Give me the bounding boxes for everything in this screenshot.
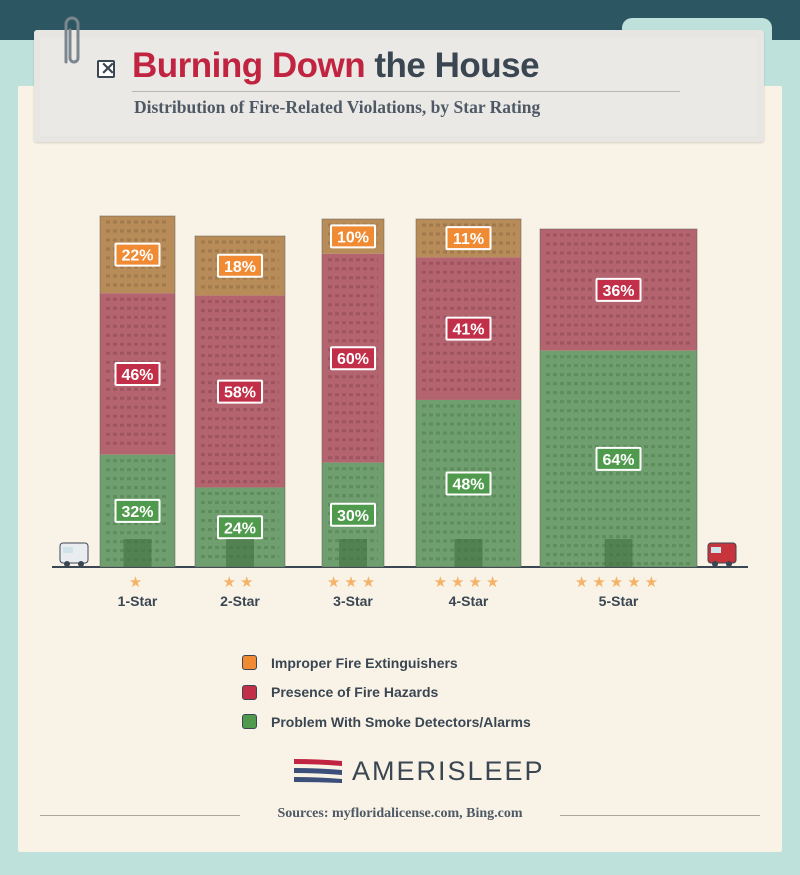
- value-label: 36%: [602, 283, 634, 300]
- category-label: 4-Star: [448, 593, 489, 609]
- ambulance-icon-window: [63, 547, 73, 553]
- value-label: 32%: [121, 504, 153, 521]
- value-box: [330, 346, 376, 371]
- subtitle: Distribution of Fire-Related Violations,…: [134, 97, 541, 117]
- ambulance-icon-wheel: [78, 561, 84, 567]
- building-entrance: [604, 539, 633, 567]
- value-box: [217, 515, 263, 540]
- value-box: [217, 379, 263, 404]
- legend: Improper Fire Extinguishers Presence of …: [242, 648, 531, 737]
- amerisleep-logo-icon: [294, 759, 342, 783]
- checkbox-x-icon: ×: [97, 57, 116, 79]
- value-box: [330, 224, 376, 249]
- legend-swatch-orange: [242, 655, 257, 671]
- value-label: 11%: [453, 231, 484, 248]
- legend-swatch-red: [242, 684, 257, 700]
- fire-truck-icon-wheel: [726, 561, 732, 567]
- building-entrance: [339, 539, 367, 567]
- value-box: [445, 226, 492, 251]
- legend-swatch-green: [242, 714, 257, 730]
- value-box: [595, 277, 642, 302]
- star-rating-icon: ★★★★★: [574, 573, 663, 591]
- title-part1: Burning Down: [132, 46, 366, 85]
- value-box: [595, 446, 642, 471]
- fire-truck-icon-window: [711, 547, 721, 553]
- title-divider: [132, 91, 680, 92]
- legend-item-hazards: Presence of Fire Hazards: [242, 678, 531, 708]
- value-label: 18%: [224, 259, 256, 276]
- building-entrance: [226, 539, 254, 567]
- value-box: [114, 361, 161, 386]
- value-label: 41%: [452, 322, 484, 339]
- sources: Sources: myfloridalicense.com, Bing.com: [277, 806, 523, 821]
- value-label: 48%: [452, 476, 484, 493]
- category-label: 5-Star: [598, 593, 639, 609]
- value-box: [114, 498, 161, 523]
- value-box: [114, 242, 161, 267]
- star-rating-icon: ★: [128, 573, 147, 591]
- value-label: 24%: [224, 520, 256, 537]
- value-label: 58%: [224, 385, 256, 402]
- value-box: [445, 471, 492, 496]
- category-label: 2-Star: [220, 593, 260, 609]
- value-label: 64%: [602, 452, 634, 469]
- value-box: [330, 502, 376, 527]
- page-title: Burning Down the House: [132, 46, 540, 86]
- legend-item-smoke-detectors: Problem With Smoke Detectors/Alarms: [242, 707, 531, 737]
- sources-divider-right: [560, 815, 760, 816]
- value-label: 60%: [337, 351, 369, 368]
- value-label: 10%: [337, 229, 369, 246]
- value-box: [217, 253, 263, 278]
- sources-divider-left: [40, 815, 240, 816]
- legend-label: Presence of Fire Hazards: [271, 684, 439, 701]
- legend-label: Problem With Smoke Detectors/Alarms: [271, 713, 531, 730]
- star-rating-icon: ★★: [222, 573, 258, 591]
- building-entrance: [123, 539, 152, 567]
- value-label: 22%: [121, 248, 153, 265]
- category-label: 1-Star: [117, 593, 158, 609]
- paperclip-icon: [64, 16, 80, 64]
- fire-truck-icon-wheel: [712, 561, 718, 567]
- star-rating-icon: ★★★★: [433, 573, 504, 591]
- legend-item-extinguishers: Improper Fire Extinguishers: [242, 648, 531, 678]
- value-label: 30%: [337, 508, 369, 525]
- building-entrance: [454, 539, 483, 567]
- title-part2: the House: [365, 46, 540, 85]
- category-label: 3-Star: [333, 593, 373, 609]
- ambulance-icon-wheel: [64, 561, 70, 567]
- value-box: [445, 316, 492, 341]
- star-rating-icon: ★★★: [326, 573, 380, 591]
- legend-label: Improper Fire Extinguishers: [271, 654, 458, 671]
- title-card: [34, 30, 764, 142]
- brand-name: AMERISLEEP: [352, 756, 545, 786]
- value-label: 46%: [121, 367, 153, 384]
